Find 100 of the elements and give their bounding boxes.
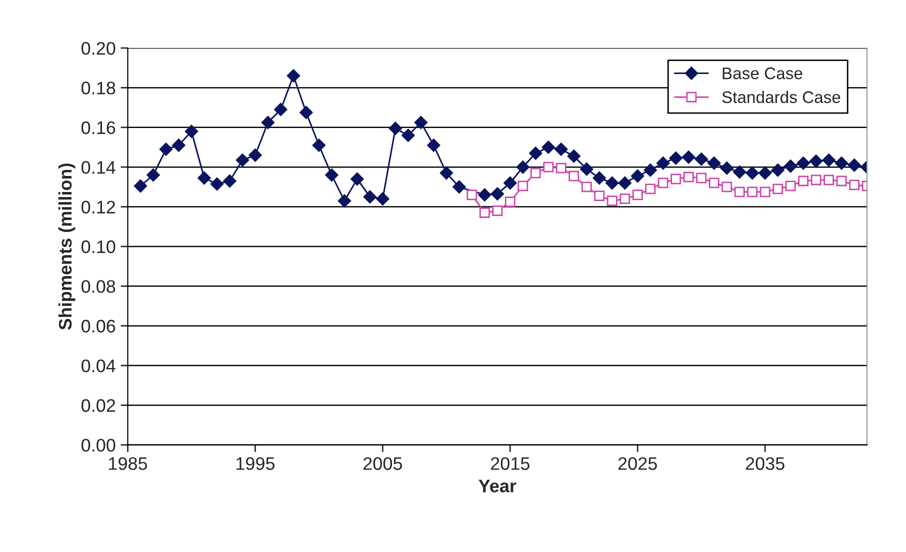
point xyxy=(656,156,670,170)
point xyxy=(402,128,415,142)
point xyxy=(720,161,734,175)
y-tick-label: 0.16 xyxy=(82,121,116,134)
point xyxy=(286,69,300,82)
point xyxy=(824,174,834,186)
point xyxy=(592,171,606,185)
point xyxy=(669,152,682,165)
point xyxy=(722,182,732,192)
y-tick-label: 0.18 xyxy=(82,82,116,94)
point xyxy=(350,172,364,186)
point xyxy=(645,184,656,194)
point xyxy=(581,182,592,192)
point xyxy=(694,152,708,166)
point xyxy=(568,170,580,182)
point xyxy=(809,154,823,168)
x-tick-label: 2005 xyxy=(364,457,402,470)
y-tick-label: 0.12 xyxy=(82,200,116,214)
point xyxy=(146,168,160,182)
point xyxy=(848,158,861,172)
point xyxy=(492,206,503,216)
y-tick-label: 0.20 xyxy=(82,42,116,55)
point xyxy=(452,180,466,194)
point xyxy=(658,178,668,188)
point xyxy=(836,176,847,186)
point xyxy=(516,160,530,174)
point xyxy=(618,176,632,190)
point xyxy=(834,156,848,170)
point xyxy=(248,148,262,162)
point xyxy=(478,188,492,202)
point xyxy=(670,174,682,184)
point xyxy=(556,162,566,174)
y-tick-label: 0.00 xyxy=(82,438,116,452)
point xyxy=(849,180,860,190)
x-tick-label: 2015 xyxy=(490,457,530,470)
point xyxy=(312,138,326,152)
x-tick-label: 1985 xyxy=(109,457,148,470)
point xyxy=(631,169,644,183)
point xyxy=(236,154,250,167)
point xyxy=(594,190,605,202)
point xyxy=(479,208,490,218)
point xyxy=(772,184,784,194)
x-tick-label: 2035 xyxy=(746,457,784,470)
x-axis-title: Year xyxy=(478,480,516,492)
point xyxy=(734,186,745,198)
point xyxy=(810,174,822,186)
y-tick-label: 0.06 xyxy=(82,320,116,333)
point xyxy=(504,196,516,208)
point xyxy=(427,138,440,152)
point xyxy=(620,194,630,204)
point xyxy=(338,194,352,208)
point xyxy=(274,102,288,116)
y-tick-label: 0.04 xyxy=(82,359,116,372)
point xyxy=(414,116,428,130)
x-tick-label: 2025 xyxy=(618,457,657,470)
point xyxy=(518,180,528,192)
point xyxy=(530,168,541,178)
point xyxy=(822,154,836,167)
point xyxy=(580,162,594,176)
point xyxy=(554,142,568,156)
point xyxy=(696,172,707,184)
point xyxy=(567,150,580,163)
point xyxy=(466,190,478,200)
y-tick-label: 0.10 xyxy=(82,240,116,254)
point xyxy=(542,140,555,154)
point xyxy=(746,166,759,180)
point xyxy=(134,179,148,193)
legend-label: Base Case xyxy=(722,67,802,80)
point xyxy=(760,186,770,198)
point xyxy=(504,176,517,190)
point xyxy=(771,163,784,177)
point xyxy=(325,168,338,182)
point xyxy=(796,156,810,170)
point xyxy=(223,174,236,188)
point xyxy=(682,150,696,164)
point xyxy=(210,177,224,191)
point xyxy=(747,186,758,198)
point xyxy=(388,122,402,135)
point xyxy=(376,192,390,206)
point xyxy=(300,106,313,120)
x-tick-label: 1995 xyxy=(236,457,275,470)
y-axis-title: Shipments (million) xyxy=(58,164,76,330)
point xyxy=(644,163,657,177)
y-tick-label: 0.08 xyxy=(82,280,116,293)
point xyxy=(632,190,643,200)
point xyxy=(798,176,809,186)
point xyxy=(683,172,694,182)
point xyxy=(159,142,173,156)
y-tick-label: 0.14 xyxy=(82,161,116,174)
y-tick-label: 0.02 xyxy=(82,399,116,412)
point xyxy=(440,166,453,180)
point xyxy=(758,166,772,180)
point xyxy=(785,180,796,192)
point xyxy=(198,171,211,185)
point xyxy=(184,124,198,138)
point xyxy=(543,162,554,172)
point xyxy=(490,187,504,200)
point xyxy=(363,190,377,204)
point xyxy=(732,165,746,179)
point xyxy=(261,116,275,130)
